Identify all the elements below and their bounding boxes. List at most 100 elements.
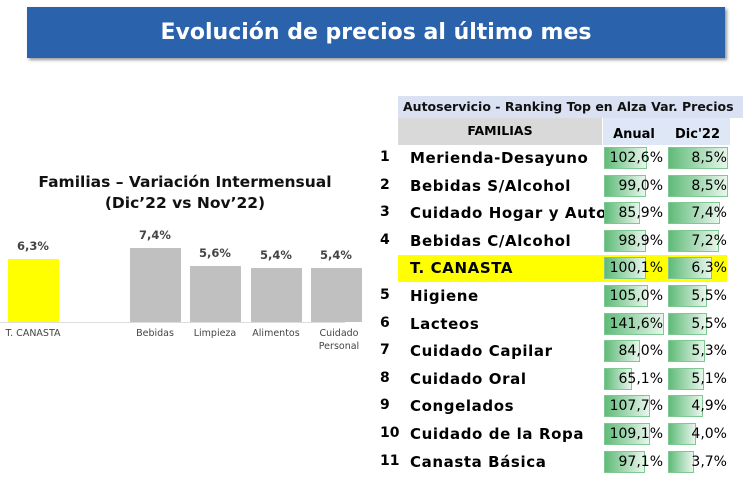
family-name: Lacteos <box>410 314 480 333</box>
anual-cell: 100,1% <box>604 257 664 280</box>
rank-number: 9 <box>380 397 390 414</box>
dic-value: 4,0% <box>691 426 727 442</box>
anual-cell: 105,0% <box>604 285 664 307</box>
family-name: Cuidado Oral <box>410 369 527 388</box>
dic-databar <box>668 340 706 363</box>
anual-cell: 98,9% <box>604 229 664 252</box>
dic-databar <box>668 147 728 169</box>
dic-value: 5,5% <box>691 315 727 332</box>
rank-number: 1 <box>380 149 390 165</box>
col-header-familias: FAMILIAS <box>398 118 602 145</box>
anual-value: 107,7% <box>609 398 663 415</box>
anual-databar <box>604 395 650 418</box>
bar <box>130 248 181 322</box>
dic-databar <box>668 450 695 473</box>
anual-cell: 141,6% <box>604 312 664 335</box>
col-header-dic: Dic'22 <box>665 118 730 145</box>
table-row: 6 Lacteos 141,6% 5,5% <box>380 311 743 338</box>
family-name: Cuidado Hogar y Auto <box>410 204 608 223</box>
dic-value: 4,9% <box>691 398 727 415</box>
table-row: 1 Merienda-Desayuno 102,6% 8,5% <box>380 145 743 172</box>
family-name: T. CANASTA <box>410 259 514 278</box>
dic-cell: 4,9% <box>668 395 728 418</box>
data-label: 5,6% <box>199 246 231 260</box>
rank-number: 3 <box>380 204 390 221</box>
dic-cell: 8,5% <box>668 147 728 169</box>
rank-number: 8 <box>380 369 390 386</box>
anual-value: 141,6% <box>609 315 663 332</box>
bar <box>311 268 362 322</box>
anual-cell: 65,1% <box>604 367 664 390</box>
category-label: T. CANASTA <box>5 328 61 339</box>
bar <box>8 259 59 322</box>
category-label: Bebidas <box>136 328 174 339</box>
dic-databar <box>668 423 697 445</box>
anual-databar <box>604 147 648 169</box>
chart-axis <box>0 322 345 323</box>
anual-databar <box>604 229 646 252</box>
data-label: 5,4% <box>260 248 292 262</box>
family-name: Cuidado Capilar <box>410 342 553 361</box>
dic-cell: 8,5% <box>668 174 728 197</box>
chart-subtitle: (Dic’22 vs Nov’22) <box>104 194 266 212</box>
anual-databar <box>604 423 651 445</box>
rank-number: 10 <box>380 425 400 441</box>
table-row: 10 Cuidado de la Ropa 109,1% 4,0% <box>380 421 743 448</box>
dic-databar <box>668 395 703 418</box>
table-row: 9 Congelados 107,7% 4,9% <box>380 393 743 420</box>
anual-cell: 109,1% <box>604 423 664 445</box>
family-name: Bebidas S/Alcohol <box>410 176 572 195</box>
rank-number: 7 <box>380 342 390 359</box>
dic-value: 5,3% <box>691 343 727 360</box>
anual-cell: 99,0% <box>604 174 664 197</box>
category-label: Cuidado Personal <box>318 328 360 352</box>
anual-value: 99,0% <box>618 177 663 194</box>
dic-databar <box>668 367 704 390</box>
table-row: 5 Higiene 105,0% 5,5% <box>380 283 743 310</box>
dic-cell: 7,2% <box>668 229 728 252</box>
table-row: 3 Cuidado Hogar y Auto 85,9% 7,4% <box>380 200 743 227</box>
bar <box>251 268 302 322</box>
data-label: 6,3% <box>17 239 49 253</box>
col-header-anual: Anual <box>603 118 665 145</box>
anual-cell: 107,7% <box>604 395 664 418</box>
anual-databar <box>604 312 664 335</box>
rank-number: 6 <box>380 314 390 331</box>
anual-databar <box>604 340 640 363</box>
family-name: Canasta Básica <box>410 452 547 471</box>
anual-databar <box>604 450 646 473</box>
anual-value: 84,0% <box>618 343 663 360</box>
dic-databar <box>668 312 707 335</box>
dic-value: 7,4% <box>691 205 727 222</box>
family-name: Cuidado de la Ropa <box>410 425 585 443</box>
anual-value: 85,9% <box>618 205 663 222</box>
anual-cell: 102,6% <box>604 147 664 169</box>
family-name: Higiene <box>410 287 479 305</box>
family-name: Bebidas C/Alcohol <box>410 231 572 250</box>
dic-cell: 5,3% <box>668 340 728 363</box>
rank-number: 4 <box>380 231 390 248</box>
anual-cell: 97,1% <box>604 450 664 473</box>
bar <box>190 266 241 322</box>
anual-databar <box>604 174 646 197</box>
dic-value: 8,5% <box>691 150 727 166</box>
anual-cell: 85,9% <box>604 202 664 225</box>
data-label: 5,4% <box>320 248 352 262</box>
dic-cell: 6,3% <box>668 257 728 280</box>
rank-number: 2 <box>380 176 390 193</box>
dic-databar <box>668 202 721 225</box>
dic-databar <box>668 229 719 252</box>
dic-databar <box>668 174 728 197</box>
table-row: 7 Cuidado Capilar 84,0% 5,3% <box>380 338 743 365</box>
anual-value: 98,9% <box>618 232 663 249</box>
anual-value: 102,6% <box>609 150 663 166</box>
dic-databar <box>668 285 707 307</box>
anual-cell: 84,0% <box>604 340 664 363</box>
dic-value: 5,5% <box>691 288 727 304</box>
anual-databar <box>604 285 649 307</box>
anual-value: 109,1% <box>609 426 663 442</box>
category-label: Alimentos <box>252 328 300 339</box>
dic-value: 5,1% <box>691 370 727 387</box>
dic-value: 3,7% <box>691 453 727 470</box>
family-name: Congelados <box>410 397 515 416</box>
